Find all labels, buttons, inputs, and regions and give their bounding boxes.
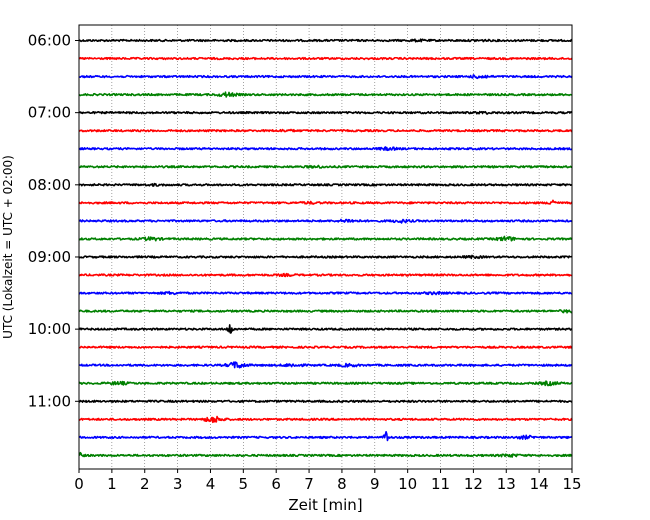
trace-0700 xyxy=(78,110,573,115)
y-axis: 06:00 07:00 08:00 09:00 10:00 11:00 xyxy=(28,32,79,410)
x-tick-label: 11 xyxy=(431,475,450,493)
x-tick-label: 0 xyxy=(74,475,84,493)
x-tick-label: 13 xyxy=(497,475,516,493)
trace-0900 xyxy=(78,254,573,260)
trace-1030 xyxy=(78,361,573,369)
traces xyxy=(78,38,573,458)
trace-0830 xyxy=(78,218,573,224)
x-tick-label: 6 xyxy=(271,475,281,493)
trace-1130 xyxy=(78,431,573,442)
trace-1145 xyxy=(78,451,573,458)
trace-0615 xyxy=(78,56,573,61)
y-tick-label: 07:00 xyxy=(28,104,71,122)
x-axis-label: Zeit [min] xyxy=(288,496,362,514)
x-tick-label: 1 xyxy=(107,475,117,493)
x-tick-label: 9 xyxy=(370,475,380,493)
x-tick-label: 14 xyxy=(530,475,549,493)
trace-0915 xyxy=(78,272,573,278)
trace-0930 xyxy=(78,290,573,296)
x-tick-label: 2 xyxy=(140,475,150,493)
x-tick-label: 3 xyxy=(173,475,183,493)
trace-0730 xyxy=(78,146,573,152)
trace-1015 xyxy=(78,345,573,349)
trace-0600 xyxy=(78,38,573,43)
x-tick-label: 7 xyxy=(304,475,314,493)
x-tick-label: 12 xyxy=(464,475,483,493)
x-tick-label: 8 xyxy=(337,475,347,493)
x-tick-label: 15 xyxy=(562,475,581,493)
trace-0645 xyxy=(78,91,573,98)
trace-0800 xyxy=(78,182,573,187)
y-tick-label: 10:00 xyxy=(28,320,71,338)
x-tick-label: 4 xyxy=(206,475,216,493)
trace-1115 xyxy=(78,415,573,424)
trace-0845 xyxy=(78,235,573,242)
plot-frame xyxy=(78,24,573,470)
x-axis: 0 1 2 3 4 5 6 7 8 9 10 11 12 13 14 15 xyxy=(74,469,582,493)
trace-0945 xyxy=(78,309,573,314)
y-tick-label: 09:00 xyxy=(28,248,71,266)
x-tick-label: 10 xyxy=(398,475,417,493)
trace-1000 xyxy=(78,324,573,334)
trace-1045 xyxy=(78,380,573,387)
x-tick-label: 5 xyxy=(239,475,249,493)
trace-0630 xyxy=(78,74,573,80)
trace-1100 xyxy=(78,399,573,403)
y-tick-label: 08:00 xyxy=(28,176,71,194)
trace-0815 xyxy=(78,199,573,205)
y-tick-label: 06:00 xyxy=(28,32,71,50)
trace-0745 xyxy=(78,164,573,169)
y-axis-label: UTC (Lokalzeit = UTC + 02:00) xyxy=(1,155,15,339)
y-tick-label: 11:00 xyxy=(28,392,71,410)
trace-0715 xyxy=(78,128,573,133)
grid xyxy=(111,25,540,469)
